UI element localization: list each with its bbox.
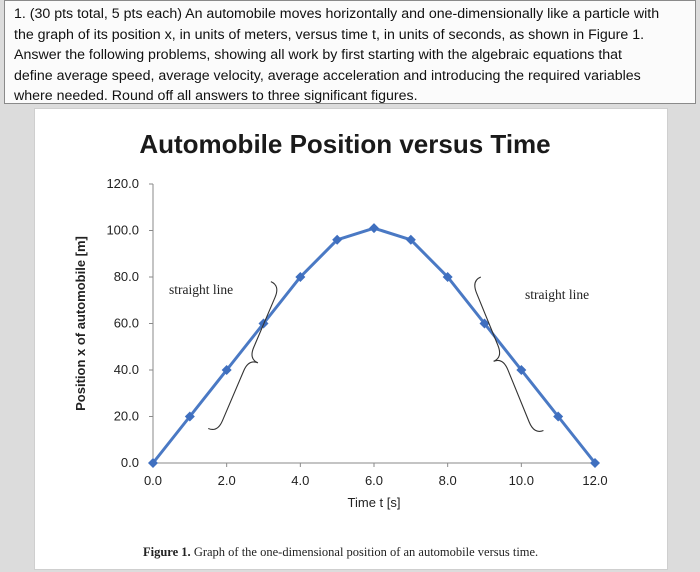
- caption-label: Figure 1.: [143, 545, 191, 559]
- position-series-line: [151, 226, 597, 464]
- y-tick-label: 0.0: [121, 455, 139, 470]
- y-tick-label: 80.0: [114, 269, 139, 284]
- question-line-5: where needed. Round off all answers to t…: [14, 88, 418, 104]
- question-line-1: 1. (30 pts total, 5 pts each) An automob…: [14, 6, 660, 22]
- x-tick-label: 2.0: [218, 473, 236, 488]
- y-tick-label: 20.0: [114, 409, 139, 424]
- data-point-marker: [184, 411, 195, 422]
- x-tick-label: 10.0: [509, 473, 534, 488]
- figure-card: Automobile Position versus Time 0.0 20.0 4…: [34, 108, 668, 570]
- question-line-4: define average speed, average velocity, …: [14, 67, 641, 84]
- y-tick-label: 40.0: [114, 362, 139, 377]
- data-point-marker: [590, 458, 600, 468]
- data-point-marker: [479, 318, 490, 329]
- caption-text: Graph of the one-dimensional position of…: [193, 545, 539, 559]
- x-tick-label: 12.0: [582, 473, 607, 488]
- y-tick-label: 100.0: [106, 223, 139, 238]
- left-brace-annotation: [208, 281, 278, 431]
- data-point-marker: [516, 365, 527, 375]
- question-text-box: 1. (30 pts total, 5 pts each) An automob…: [4, 0, 696, 104]
- x-tick-label: 6.0: [365, 473, 383, 488]
- x-tick-label: 8.0: [439, 473, 457, 488]
- x-tick-label: 4.0: [291, 473, 309, 488]
- position-time-chart: 0.0 20.0 40.0 60.0 80.0 100.0 120.0 0.0 2.0 4.0 6.…: [73, 176, 608, 510]
- x-tick-label: 0.0: [144, 473, 162, 488]
- right-brace-annotation: [474, 276, 544, 432]
- data-point-marker: [442, 272, 453, 282]
- question-line-2: the graph of its position x, in units of…: [14, 26, 645, 43]
- data-point-marker: [221, 365, 232, 375]
- x-axis-label: Time t [s]: [348, 495, 401, 510]
- y-tick-label: 60.0: [114, 316, 139, 331]
- chart-title: Automobile Position versus Time: [139, 129, 551, 159]
- data-point-marker: [553, 411, 564, 422]
- data-point-marker: [332, 234, 343, 245]
- data-point-marker: [405, 234, 416, 245]
- data-point-marker: [148, 458, 158, 468]
- data-point-marker: [369, 223, 379, 234]
- annotation-label-left: straight line: [169, 282, 233, 297]
- y-tick-label: 120.0: [106, 176, 139, 191]
- y-axis-label: Position x of automobile [m]: [73, 236, 88, 411]
- question-line-3: Answer the following problems, showing a…: [14, 47, 622, 63]
- annotation-label-right: straight line: [525, 287, 589, 302]
- data-point-marker: [295, 272, 306, 282]
- figure-caption: Figure 1. Graph of the one-dimensional p…: [143, 545, 538, 560]
